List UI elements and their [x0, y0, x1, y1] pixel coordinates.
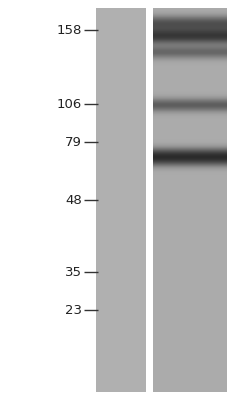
- Bar: [152, 8, 227, 392]
- Text: 79: 79: [65, 136, 82, 148]
- Text: 158: 158: [57, 24, 82, 36]
- Text: 23: 23: [65, 304, 82, 316]
- Text: 48: 48: [65, 194, 82, 206]
- Bar: [146, 8, 152, 392]
- Bar: [95, 8, 145, 392]
- Text: 106: 106: [57, 98, 82, 110]
- Text: 35: 35: [65, 266, 82, 278]
